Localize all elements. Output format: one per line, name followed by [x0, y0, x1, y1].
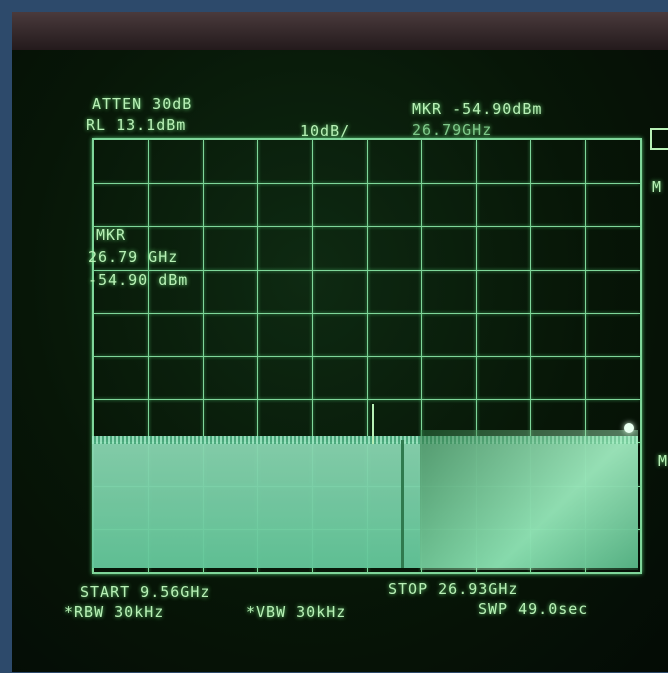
marker-cursor-line — [401, 440, 404, 568]
stop-freq-readout: STOP 26.93GHz — [388, 580, 519, 598]
grid-hline — [94, 399, 640, 400]
atten-readout: ATTEN 30dB — [92, 95, 193, 113]
graticule — [92, 138, 642, 574]
ref-level-readout: RL 13.1dBm — [86, 116, 187, 134]
marker-panel-level: -54.90 dBm — [88, 271, 189, 289]
sweep-time-readout: SWP 49.0sec — [478, 600, 589, 618]
scale-readout: 10dB/ — [300, 122, 351, 140]
grid-hline — [94, 183, 640, 184]
softkey-indicator — [650, 128, 668, 150]
marker-level-readout: MKR -54.90dBm — [412, 100, 543, 118]
marker-panel-label: MKR — [96, 226, 127, 244]
signal-spike — [372, 404, 374, 444]
screen-glare — [420, 430, 638, 570]
grid-hline — [94, 226, 640, 227]
start-freq-readout: START 9.56GHz — [80, 583, 211, 601]
grid-hline — [94, 313, 640, 314]
grid-hline — [94, 270, 640, 271]
screen-bezel — [12, 12, 668, 50]
marker-panel-freq: 26.79 GHz — [88, 248, 179, 266]
trace-edge — [92, 436, 638, 444]
softkey-label-1: M — [652, 178, 663, 196]
marker-dot — [624, 423, 634, 433]
grid-hline — [94, 356, 640, 357]
marker-freq-readout: 26.79GHz — [412, 121, 493, 139]
vbw-readout: *VBW 30kHz — [246, 603, 347, 621]
rbw-readout: *RBW 30kHz — [64, 603, 165, 621]
softkey-label-2: M — [658, 452, 668, 470]
